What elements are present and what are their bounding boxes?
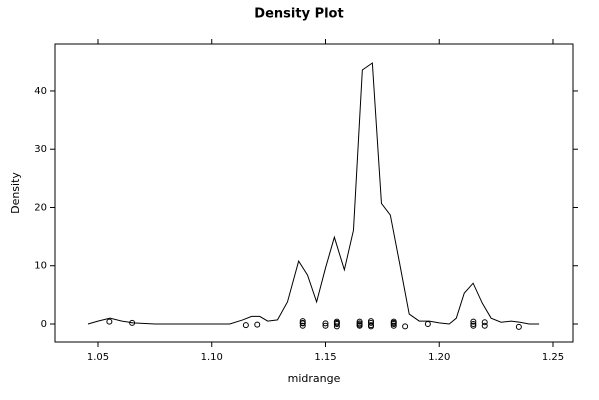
rug-point (424, 320, 431, 327)
y-axis-label: Density (9, 172, 22, 214)
rug-point (299, 322, 306, 329)
rug-point (481, 319, 488, 326)
rug-point (333, 323, 340, 330)
y-tick-label: 20 (34, 202, 47, 213)
rug-point (367, 319, 374, 326)
rug-point (106, 318, 113, 325)
rug-point (402, 323, 409, 330)
rug-point (470, 320, 477, 327)
rug-point (333, 319, 340, 326)
x-axis-label: midrange (288, 372, 341, 385)
rug-point (356, 321, 363, 328)
x-tick-label: 1.10 (201, 352, 223, 363)
chart-title: Density Plot (254, 7, 343, 22)
plot-frame (54, 43, 574, 343)
rug-point (470, 322, 477, 329)
x-tick-label: 1.15 (314, 352, 336, 363)
rug-point (322, 320, 329, 327)
density-line (87, 62, 540, 325)
x-tick-label: 1.05 (87, 352, 109, 363)
y-tick-label: 30 (34, 144, 47, 155)
rug-point (356, 318, 363, 325)
rug-point (254, 321, 261, 328)
rug-point (242, 322, 249, 329)
rug-point (515, 323, 522, 330)
rug-point (322, 322, 329, 329)
y-tick-label: 10 (34, 261, 47, 272)
rug-point (481, 322, 488, 329)
x-tick-label: 1.25 (542, 352, 564, 363)
x-tick-label: 1.20 (428, 352, 450, 363)
y-tick-label: 0 (41, 319, 47, 330)
rug-point (299, 319, 306, 326)
rug-point (390, 319, 397, 326)
rug-point (390, 322, 397, 329)
rug-point (470, 318, 477, 325)
rug-point (367, 323, 374, 330)
rug-point (129, 319, 136, 326)
y-tick-label: 40 (34, 86, 47, 97)
